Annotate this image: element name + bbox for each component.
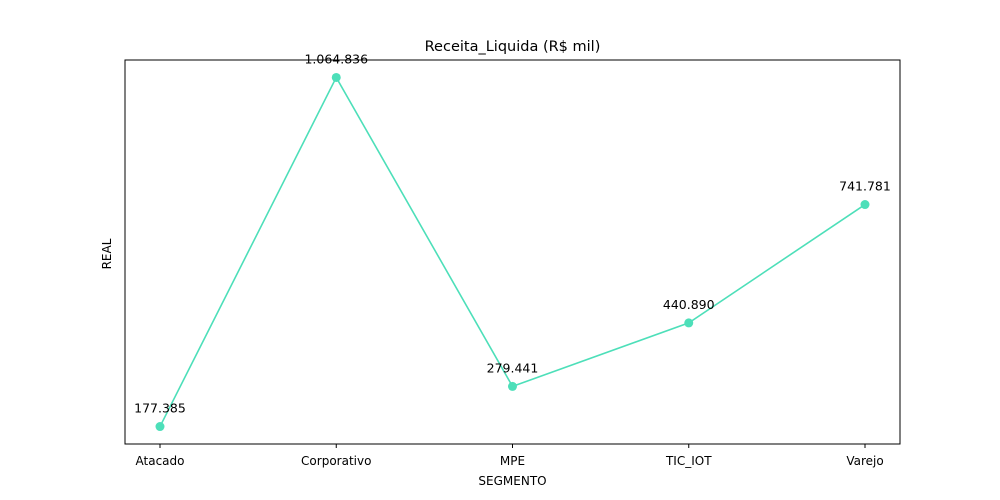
chart-title: Receita_Liquida (R$ mil) [425, 39, 601, 55]
data-point [508, 381, 517, 391]
data-label: 741.781 [839, 179, 891, 194]
x-tick-label: Varejo [846, 454, 883, 468]
data-label: 1.064.836 [304, 51, 368, 66]
x-tick-label: Corporativo [301, 454, 371, 468]
plot-layer: 177.385 1.064.836 279.441 440.890 741.781 [134, 51, 891, 432]
x-tick-label: MPE [500, 454, 525, 468]
data-point [331, 72, 341, 82]
x-axis-label: SEGMENTO [478, 474, 546, 488]
x-tick-label: Atacado [136, 454, 185, 468]
data-label: 440.890 [663, 297, 715, 312]
y-axis-label: REAL [100, 238, 114, 269]
x-axis: Atacado Corporativo MPE TIC_IOT Varejo [136, 444, 884, 468]
data-point [684, 318, 694, 328]
x-tick-label: TIC_IOT [665, 454, 712, 468]
data-label: 279.441 [487, 360, 539, 375]
data-label: 177.385 [134, 401, 186, 416]
data-point [155, 422, 165, 432]
data-point [860, 200, 870, 210]
